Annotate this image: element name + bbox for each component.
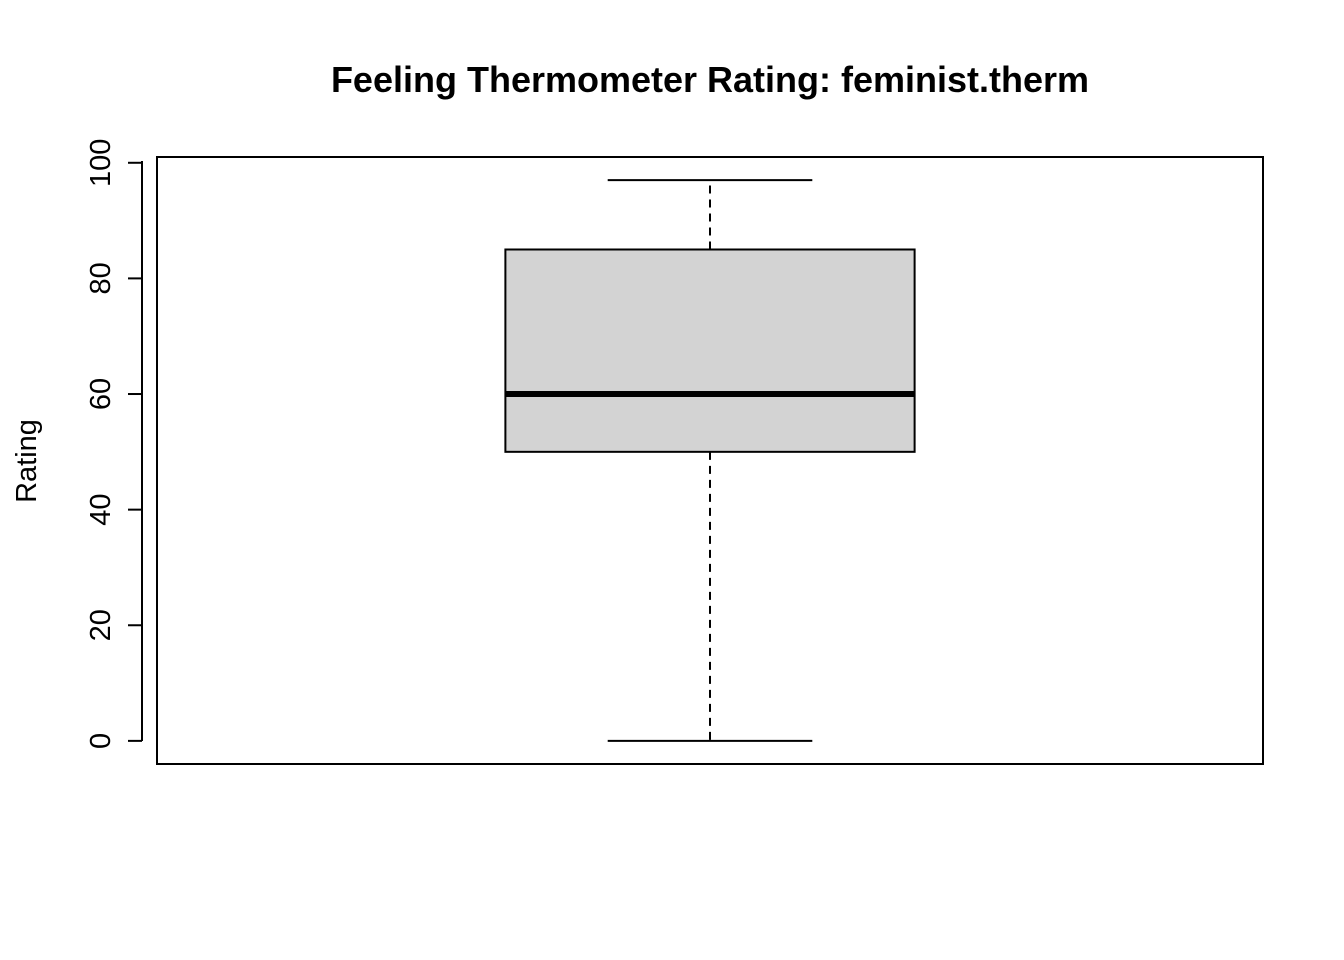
box-iqr [504,248,916,453]
y-tick-label: 0 [85,733,117,749]
y-tick-label: 20 [85,609,117,641]
y-tick-label: 100 [85,139,117,187]
y-tick-label: 60 [85,378,117,410]
y-axis-label: Rating [11,419,43,503]
y-axis-ticks: 0 20 40 60 80 100 [85,139,142,749]
chart-title: Feeling Thermometer Rating: feminist.the… [331,59,1089,100]
y-tick-label: 80 [85,262,117,294]
box-group [504,179,916,742]
plot-frame [156,156,1264,765]
y-tick-label: 40 [85,494,117,526]
